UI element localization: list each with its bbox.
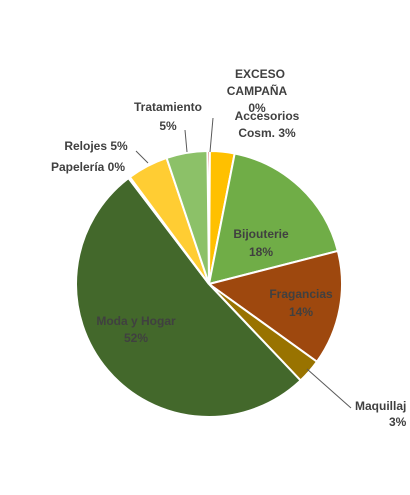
data-label-moda-y-hogar-percent: 52% xyxy=(124,331,148,345)
pie-slice-tratamiento xyxy=(165,149,210,285)
data-labels-layer: EXCESO CAMPAÑA 0%Accesorios Cosm. 3% Bijoute… xyxy=(51,67,407,429)
data-label-moda-y-hogar-name: Moda y Hogar xyxy=(96,314,176,328)
data-label-exceso-campana-percent: 0% xyxy=(248,101,266,115)
data-label-accesorios-cosm-name: Accesorios xyxy=(235,109,300,123)
data-label-tratamiento-percent: 5% xyxy=(159,119,177,133)
data-label-fragancias-name: Fragancias xyxy=(269,287,333,301)
leader-line-relojes xyxy=(135,150,149,164)
data-label-maquillaj-name: Maquillaj xyxy=(355,399,406,413)
data-label-tratamiento-name: Tratamiento xyxy=(134,100,202,114)
slices-layer xyxy=(75,149,343,418)
pie-slice-fragancias xyxy=(206,249,343,364)
pie-slice-bijouterie xyxy=(207,152,340,286)
data-label-bijouterie-percent: 18% xyxy=(249,245,273,259)
leader-lines-layer xyxy=(135,117,352,409)
data-label-exceso-campana-line1: EXCESO xyxy=(235,67,285,81)
leader-line-exceso-campana xyxy=(209,117,214,153)
data-label-maquillaj-percent: 3% xyxy=(389,415,407,429)
data-label-exceso-campana-line2: CAMPAÑA xyxy=(227,83,288,98)
data-label-bijouterie-name: Bijouterie xyxy=(233,227,289,241)
data-label-fragancias-percent: 14% xyxy=(289,305,313,319)
leader-line-tratamiento xyxy=(184,129,188,153)
data-label-papeleria: Papelería 0% xyxy=(51,160,125,174)
leader-line-maquillaj xyxy=(306,368,352,409)
data-label-relojes: Relojes 5% xyxy=(64,139,128,153)
data-label-accesorios-cosm-percent: Cosm. 3% xyxy=(238,126,296,140)
pie-slice-moda-y-hogar xyxy=(75,176,302,418)
